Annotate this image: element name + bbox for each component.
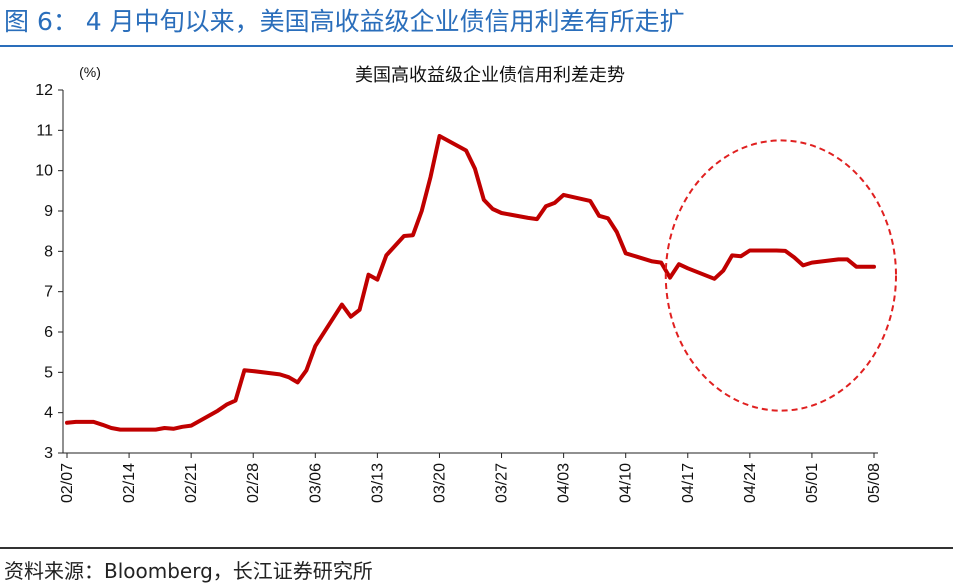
x-tick-label: 04/24 — [742, 463, 759, 503]
title-divider — [0, 45, 953, 47]
x-tick-label: 03/06 — [307, 463, 324, 503]
x-tick-label: 02/07 — [59, 463, 76, 503]
figure-title: 图 6： 4 月中旬以来，美国高收益级企业债信用利差有所走扩 — [4, 7, 685, 36]
x-tick-label: 04/10 — [618, 463, 635, 503]
y-axis-unit-label: (%) — [79, 64, 101, 80]
x-tick-label: 03/13 — [369, 463, 386, 503]
highlight-ellipse — [664, 139, 898, 412]
source-note: 资料来源：Bloomberg，长江证券研究所 — [4, 559, 373, 583]
x-tick-label: 03/27 — [494, 463, 511, 503]
x-tick-label: 03/20 — [431, 463, 448, 503]
annotation-layer — [664, 139, 898, 412]
y-tick-label: 3 — [44, 445, 53, 462]
y-tick-label: 11 — [36, 122, 53, 139]
spread-series-line — [65, 134, 876, 432]
axes — [58, 89, 878, 458]
y-tick-label: 8 — [44, 243, 53, 260]
chart-title: 美国高收益级企业债信用利差走势 — [355, 65, 625, 86]
y-tick-label: 12 — [35, 82, 53, 99]
line-chart: 美国高收益级企业债信用利差走势 (%) 3 4 5 6 7 8 9 10 11 12 02/07 02… — [35, 64, 898, 503]
y-tick-label: 10 — [35, 163, 53, 180]
x-tick-label: 05/01 — [804, 463, 821, 503]
y-tick-label: 7 — [44, 284, 53, 301]
y-tick-label: 4 — [44, 405, 53, 422]
x-tick-label: 02/21 — [183, 463, 200, 503]
x-tick-label: 04/17 — [680, 463, 697, 503]
footer-divider — [0, 547, 953, 549]
x-tick-label: 05/08 — [866, 463, 883, 503]
x-tick-label: 02/28 — [245, 463, 262, 503]
tick-labels: 3 4 5 6 7 8 9 10 11 12 02/07 02/14 02/21 02/28 03/06 03… — [35, 82, 883, 503]
x-tick-label: 02/14 — [121, 463, 138, 503]
y-tick-label: 5 — [44, 364, 53, 381]
y-tick-label: 9 — [44, 203, 53, 220]
series-layer — [65, 134, 876, 432]
x-tick-label: 04/03 — [556, 463, 573, 503]
y-tick-label: 6 — [44, 324, 53, 341]
